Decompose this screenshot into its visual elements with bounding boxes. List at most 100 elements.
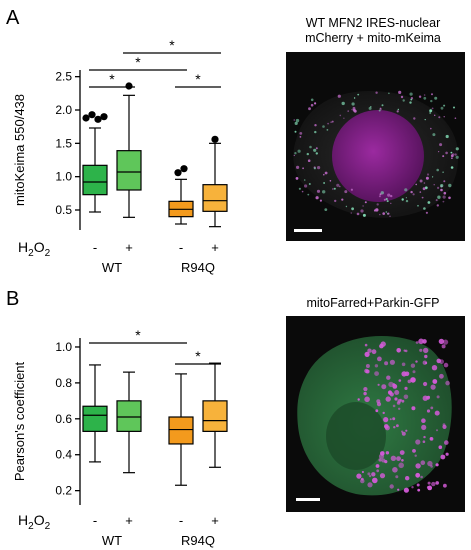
outlier-point <box>211 135 219 143</box>
outlier-point <box>180 165 188 173</box>
box-body <box>82 164 108 196</box>
mito-dot <box>315 196 319 200</box>
outlier-point <box>82 114 90 122</box>
mito-dot <box>401 459 404 462</box>
y-tick-label: 0.8 <box>55 376 72 390</box>
mito-dot <box>405 197 407 199</box>
mito-dot <box>353 97 356 99</box>
mito-dot <box>435 481 439 485</box>
mito-dot <box>302 167 304 170</box>
mito-dot <box>434 96 438 100</box>
scale-bar-a <box>294 229 322 232</box>
mito-dot <box>395 475 399 479</box>
mito-dot <box>427 460 433 467</box>
mito-dot <box>295 177 299 180</box>
mito-dot <box>433 184 435 186</box>
mito-dot <box>434 410 440 416</box>
mito-dot <box>404 386 408 390</box>
mitochondria-b <box>356 338 450 493</box>
mito-dot <box>379 473 386 479</box>
y-tick-label: 1.5 <box>55 136 72 150</box>
mito-dot <box>293 119 295 121</box>
treatment-sign: - <box>179 513 183 528</box>
mito-dot <box>431 93 433 96</box>
treatment-sign: + <box>211 513 219 528</box>
mito-dot <box>402 99 405 102</box>
mito-dot <box>319 199 322 202</box>
mito-dot <box>419 179 423 183</box>
mito-dot <box>389 215 391 218</box>
mito-dot <box>310 103 314 107</box>
micrograph-b <box>286 316 465 512</box>
mito-dot <box>365 364 370 368</box>
mito-dot <box>405 476 410 481</box>
mito-dot <box>436 429 438 432</box>
mito-dot <box>371 472 376 477</box>
mito-dot <box>357 93 360 96</box>
mito-dot <box>294 121 298 125</box>
mito-dot <box>423 94 426 96</box>
outlier-point <box>94 115 102 123</box>
mito-dot <box>422 440 426 443</box>
mito-dot <box>315 147 318 150</box>
mito-dot <box>385 211 388 213</box>
mito-dot <box>436 204 439 207</box>
mito-dot <box>363 391 367 396</box>
mito-dot <box>329 180 332 182</box>
mito-dot <box>313 148 317 152</box>
mito-dot <box>423 381 428 387</box>
mito-dot <box>403 487 409 493</box>
mito-dot <box>410 190 413 194</box>
mito-dot <box>314 124 317 127</box>
mito-dot <box>362 205 364 207</box>
mito-dot <box>307 193 310 196</box>
mito-dot <box>450 151 453 154</box>
mito-dot <box>398 90 402 94</box>
mito-dot <box>390 194 393 198</box>
mito-dot <box>375 208 379 212</box>
mito-dot <box>393 426 396 429</box>
mito-dot <box>303 179 306 181</box>
mito-dot <box>443 104 446 107</box>
mito-dot <box>351 207 354 211</box>
mito-dot <box>377 356 382 362</box>
mito-dot <box>422 339 427 344</box>
mito-dot <box>436 168 439 172</box>
mito-dot <box>378 195 381 198</box>
mito-dot <box>356 212 360 216</box>
mito-dot <box>322 190 326 194</box>
y-tick-label: 0.6 <box>55 412 72 426</box>
mito-dot <box>445 452 449 456</box>
mito-dot <box>327 122 329 125</box>
micrograph-title-a: WT MFN2 IRES-nuclear mCherry + mito-mKei… <box>280 16 466 46</box>
mito-dot <box>307 159 311 162</box>
mito-dot <box>436 395 440 399</box>
mito-dot <box>401 198 404 201</box>
mito-dot <box>440 188 443 192</box>
mito-dot <box>445 151 448 155</box>
treatment-label-part: H <box>18 239 28 255</box>
mito-dot <box>397 108 399 111</box>
mito-dot <box>405 199 409 203</box>
mito-dot <box>415 463 421 469</box>
mito-dot <box>418 338 424 345</box>
mito-dot <box>442 195 446 199</box>
mito-dot <box>414 454 417 457</box>
mito-dot <box>317 166 321 170</box>
mito-dot <box>430 465 433 468</box>
mito-dot <box>412 449 416 453</box>
mito-dot <box>324 171 328 175</box>
mito-dot <box>314 130 317 134</box>
treatment-label-part: O <box>34 239 45 255</box>
mito-dot <box>422 360 427 365</box>
mito-dot <box>385 197 388 201</box>
mito-dot <box>297 149 301 153</box>
mito-dot <box>326 129 329 131</box>
mito-dot <box>431 481 436 487</box>
mito-dot <box>432 176 434 178</box>
box-4 <box>202 135 228 228</box>
treatment-sign: + <box>211 240 219 255</box>
mito-dot <box>426 409 431 413</box>
mito-dot <box>440 454 446 460</box>
